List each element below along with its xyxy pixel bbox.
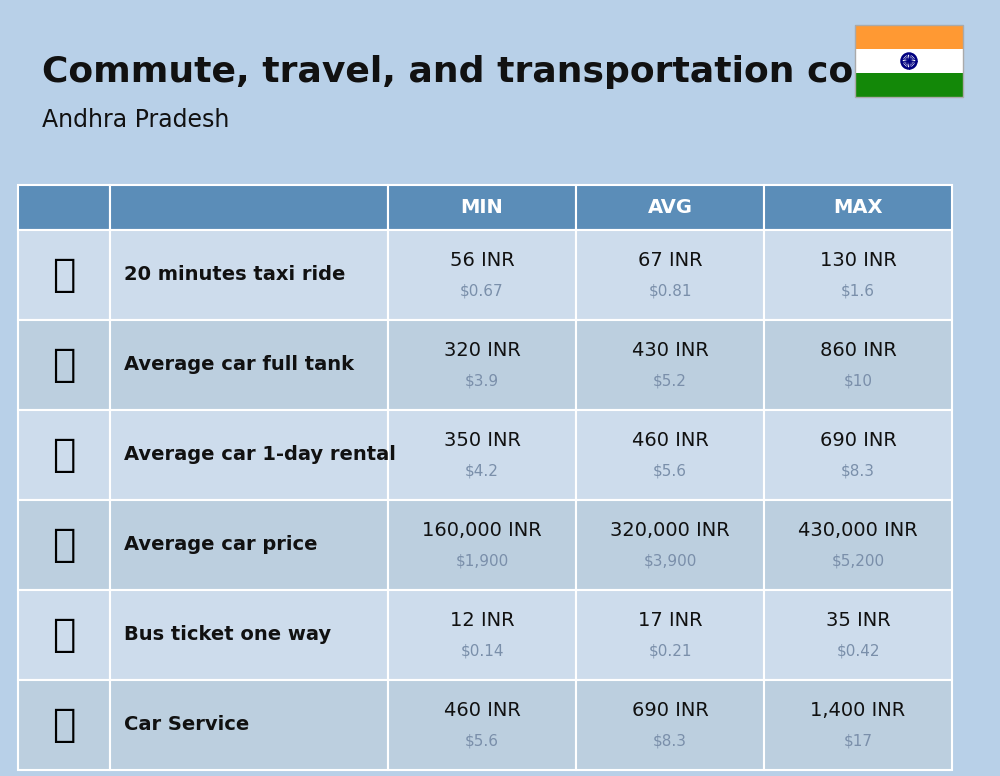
Text: 430,000 INR: 430,000 INR [798,521,918,541]
Text: Average car full tank: Average car full tank [124,355,354,375]
Bar [388,185,576,230]
Bar [18,680,110,770]
Bar [18,410,110,500]
Text: Commute, travel, and transportation costs: Commute, travel, and transportation cost… [42,55,914,89]
Bar [110,185,388,230]
Text: 12 INR: 12 INR [450,611,514,630]
Text: 130 INR: 130 INR [820,251,896,271]
Text: Average car 1-day rental: Average car 1-day rental [124,445,396,465]
Bar [110,680,388,770]
Bar [576,185,764,230]
Bar [855,49,963,73]
Text: Car Service: Car Service [124,715,249,735]
Text: 460 INR: 460 INR [444,702,520,720]
Text: 17 INR: 17 INR [638,611,702,630]
Bar [764,410,952,500]
Text: $0.81: $0.81 [648,283,692,299]
Text: Andhra Pradesh: Andhra Pradesh [42,108,229,132]
Text: 320,000 INR: 320,000 INR [610,521,730,541]
Bar [388,500,576,590]
Bar [388,320,576,410]
Text: 67 INR: 67 INR [638,251,702,271]
Text: $0.67: $0.67 [460,283,504,299]
Bar [576,680,764,770]
Bar [855,73,963,97]
Text: $8.3: $8.3 [653,733,687,749]
Text: $10: $10 [844,373,872,389]
Text: $5.6: $5.6 [653,463,687,479]
Bar [110,590,388,680]
Text: $0.42: $0.42 [836,643,880,659]
Text: $5.2: $5.2 [653,373,687,389]
Text: $4.2: $4.2 [465,463,499,479]
Text: ⛽: ⛽ [52,346,76,384]
Text: 690 INR: 690 INR [820,431,896,451]
Bar [110,410,388,500]
Text: 🚗: 🚗 [52,526,76,564]
Bar [18,500,110,590]
Text: MAX: MAX [833,198,883,217]
Text: $17: $17 [844,733,872,749]
Text: $3.9: $3.9 [465,373,499,389]
Text: Average car price: Average car price [124,535,318,555]
Text: MIN: MIN [461,198,503,217]
Text: $1,900: $1,900 [455,553,509,569]
Text: 35 INR: 35 INR [826,611,890,630]
Bar [110,500,388,590]
Bar [18,185,110,230]
Bar [18,590,110,680]
Bar [576,410,764,500]
Text: 🚗: 🚗 [52,706,76,744]
Bar [764,230,952,320]
Text: 🚕: 🚕 [52,256,76,294]
Text: 56 INR: 56 INR [450,251,514,271]
Text: 320 INR: 320 INR [444,341,520,361]
Bar [576,230,764,320]
Bar [18,230,110,320]
Bar [576,590,764,680]
Text: AVG: AVG [648,198,692,217]
Bar [855,25,963,49]
Text: 860 INR: 860 INR [820,341,896,361]
Text: $1.6: $1.6 [841,283,875,299]
Text: $0.14: $0.14 [460,643,504,659]
Text: 1,400 INR: 1,400 INR [810,702,906,720]
Text: 350 INR: 350 INR [444,431,520,451]
Bar [388,590,576,680]
Text: 🚙: 🚙 [52,436,76,474]
Bar [388,680,576,770]
Text: 690 INR: 690 INR [632,702,708,720]
Text: 20 minutes taxi ride: 20 minutes taxi ride [124,265,345,285]
Bar [110,320,388,410]
Text: 160,000 INR: 160,000 INR [422,521,542,541]
Text: $5,200: $5,200 [831,553,885,569]
Text: 430 INR: 430 INR [632,341,708,361]
Text: $0.21: $0.21 [648,643,692,659]
Bar [18,320,110,410]
Bar [764,185,952,230]
Bar [764,500,952,590]
Bar [388,230,576,320]
Bar [576,320,764,410]
Bar [764,590,952,680]
Text: $5.6: $5.6 [465,733,499,749]
Bar [576,500,764,590]
Text: 460 INR: 460 INR [632,431,708,451]
Bar [110,230,388,320]
Bar [855,25,963,97]
Bar [764,320,952,410]
Bar [764,680,952,770]
Text: 🚌: 🚌 [52,616,76,654]
Text: $8.3: $8.3 [841,463,875,479]
Bar [388,410,576,500]
Text: $3,900: $3,900 [643,553,697,569]
Text: Bus ticket one way: Bus ticket one way [124,625,331,645]
